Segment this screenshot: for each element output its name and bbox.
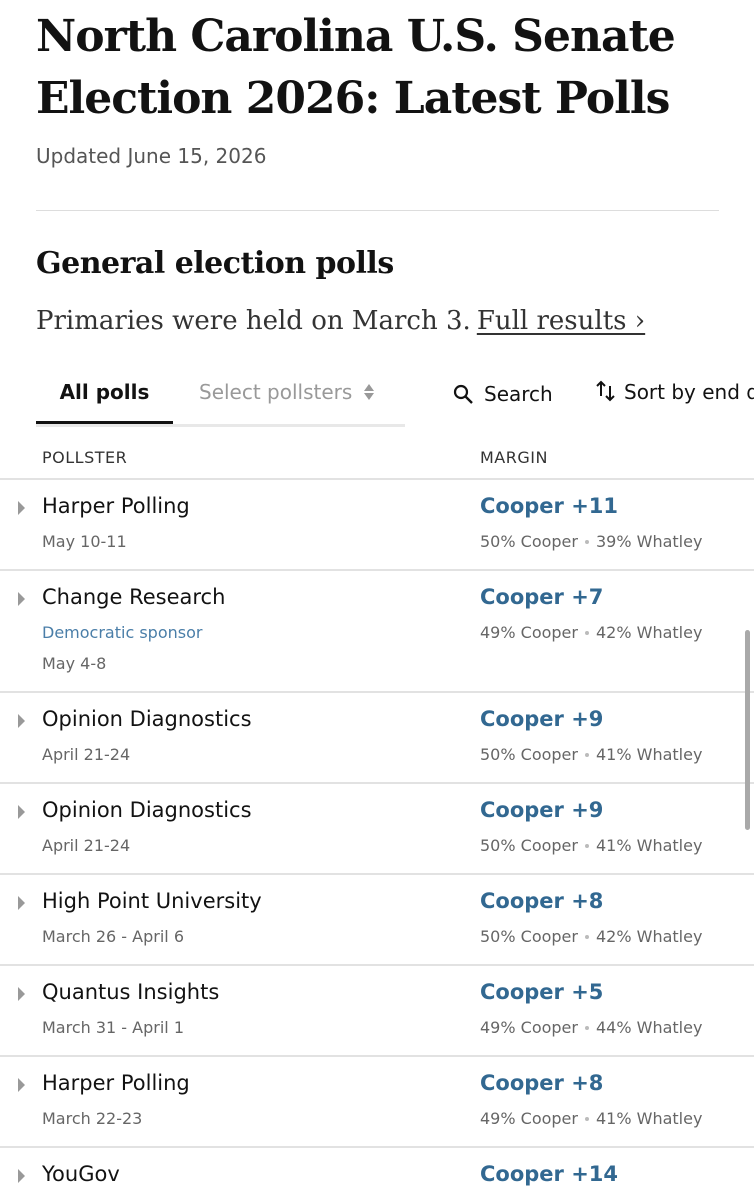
poll-result: 50% Cooper 41% Whatley bbox=[480, 745, 702, 764]
poll-result: 49% Cooper 44% Whatley bbox=[480, 1018, 702, 1037]
search-label: Search bbox=[484, 382, 553, 406]
result-second: 41% Whatley bbox=[595, 836, 703, 855]
poll-row[interactable]: Harper Polling May 10-11 Cooper +11 50% Coo… bbox=[0, 480, 754, 571]
separator-dot bbox=[584, 752, 589, 757]
divider bbox=[36, 210, 719, 211]
poll-margin: Cooper +11 bbox=[480, 494, 619, 518]
expand-arrow bbox=[18, 501, 25, 515]
pollster-name: High Point University bbox=[42, 889, 262, 913]
pollster-name: Change Research bbox=[42, 585, 226, 609]
poll-result: 50% Cooper 41% Whatley bbox=[480, 836, 702, 855]
pollster-name: Opinion Diagnostics bbox=[42, 798, 252, 822]
poll-margin: Cooper +7 bbox=[480, 585, 604, 609]
expand-arrow bbox=[18, 1169, 25, 1183]
expand-arrow bbox=[18, 1078, 25, 1092]
pollster-name: YouGov bbox=[42, 1162, 120, 1186]
updated-date: Updated June 15, 2026 bbox=[36, 144, 267, 168]
result-first: 50% Cooper bbox=[480, 745, 578, 764]
poll-result: 49% Cooper 41% Whatley bbox=[480, 1109, 702, 1128]
result-first: 50% Cooper bbox=[480, 927, 578, 946]
poll-row[interactable]: High Point University March 26 - April 6 C… bbox=[0, 875, 754, 966]
sort-icon bbox=[596, 380, 615, 402]
poll-row[interactable]: Quantus Insights March 31 - April 1 Cooper… bbox=[0, 966, 754, 1057]
poll-margin: Cooper +8 bbox=[480, 1071, 604, 1095]
full-results-link[interactable]: Full results › bbox=[476, 306, 646, 336]
poll-margin: Cooper +14 bbox=[480, 1162, 619, 1186]
poll-dates: April 21-24 bbox=[42, 836, 131, 855]
result-second: 42% Whatley bbox=[595, 623, 703, 642]
poll-row[interactable]: Opinion Diagnostics April 21-24 Cooper +9 5… bbox=[0, 784, 754, 875]
pollster-name: Harper Polling bbox=[42, 1071, 190, 1095]
expand-arrow bbox=[18, 805, 25, 819]
tab-select-pollsters[interactable]: Select pollsters bbox=[199, 380, 375, 421]
pollster-name: Quantus Insights bbox=[42, 980, 220, 1004]
result-second: 41% Whatley bbox=[595, 1109, 703, 1128]
result-second: 41% Whatley bbox=[595, 745, 703, 764]
sponsor-label: Democratic sponsor bbox=[42, 623, 203, 642]
poll-dates: March 22-23 bbox=[42, 1109, 143, 1128]
page-title: North Carolina U.S. Senate Election 2026… bbox=[36, 11, 676, 124]
result-first: 50% Cooper bbox=[480, 532, 578, 551]
poll-dates: March 31 - April 1 bbox=[42, 1018, 184, 1037]
expand-arrow bbox=[18, 714, 25, 728]
tab-label: Select pollsters bbox=[199, 380, 353, 404]
poll-row[interactable]: Change Research Democratic sponsor May 4-8… bbox=[0, 571, 754, 693]
separator-dot bbox=[584, 539, 589, 544]
poll-rows: Harper Polling May 10-11 Cooper +11 50% Coo… bbox=[0, 480, 754, 1200]
poll-row[interactable]: YouGov Cooper +14 bbox=[0, 1148, 754, 1200]
pollster-name: Harper Polling bbox=[42, 494, 190, 518]
separator-dot bbox=[584, 1025, 589, 1030]
sort-diamond-icon bbox=[363, 384, 374, 400]
poll-result: 50% Cooper 42% Whatley bbox=[480, 927, 702, 946]
sort-button[interactable]: Sort by end date bbox=[596, 380, 754, 404]
separator-dot bbox=[584, 934, 589, 939]
result-second: 44% Whatley bbox=[595, 1018, 703, 1037]
expand-arrow bbox=[18, 592, 25, 606]
separator-dot bbox=[584, 1116, 589, 1121]
table-header: POLLSTER MARGIN bbox=[0, 446, 754, 480]
result-first: 49% Cooper bbox=[480, 623, 578, 642]
poll-margin: Cooper +9 bbox=[480, 707, 604, 731]
poll-dates: May 10-11 bbox=[42, 532, 127, 551]
separator-dot bbox=[584, 843, 589, 848]
search-icon bbox=[453, 384, 473, 404]
section-heading: General election polls bbox=[36, 246, 394, 281]
column-header: MARGIN bbox=[480, 448, 548, 467]
subtitle-text: Primaries were held on March 3. bbox=[36, 306, 471, 336]
poll-row[interactable]: Harper Polling March 22-23 Cooper +8 49% Co… bbox=[0, 1057, 754, 1148]
poll-result: 49% Cooper 42% Whatley bbox=[480, 623, 702, 642]
poll-row[interactable]: Opinion Diagnostics April 21-24 Cooper +9 5… bbox=[0, 693, 754, 784]
separator-dot bbox=[584, 630, 589, 635]
poll-margin: Cooper +8 bbox=[480, 889, 604, 913]
result-second: 39% Whatley bbox=[595, 532, 703, 551]
poll-margin: Cooper +9 bbox=[480, 798, 604, 822]
column-header: POLLSTER bbox=[42, 448, 128, 467]
scrollbar bbox=[745, 630, 750, 830]
search-button[interactable]: Search bbox=[452, 382, 553, 406]
expand-arrow bbox=[18, 987, 25, 1001]
result-first: 50% Cooper bbox=[480, 836, 578, 855]
result-second: 42% Whatley bbox=[595, 927, 703, 946]
tab-bar: All polls Select pollsters bbox=[36, 380, 405, 427]
result-first: 49% Cooper bbox=[480, 1018, 578, 1037]
tab-all-polls[interactable]: All polls bbox=[36, 380, 173, 424]
pollster-name: Opinion Diagnostics bbox=[42, 707, 252, 731]
poll-result: 50% Cooper 39% Whatley bbox=[480, 532, 702, 551]
poll-dates: May 4-8 bbox=[42, 654, 107, 673]
poll-dates: March 26 - April 6 bbox=[42, 927, 184, 946]
section-subtitle: Primaries were held on March 3. Full resu… bbox=[36, 306, 645, 336]
poll-margin: Cooper +5 bbox=[480, 980, 604, 1004]
result-first: 49% Cooper bbox=[480, 1109, 578, 1128]
expand-arrow bbox=[18, 896, 25, 910]
sort-label: Sort by end date bbox=[624, 380, 754, 404]
poll-dates: April 21-24 bbox=[42, 745, 131, 764]
